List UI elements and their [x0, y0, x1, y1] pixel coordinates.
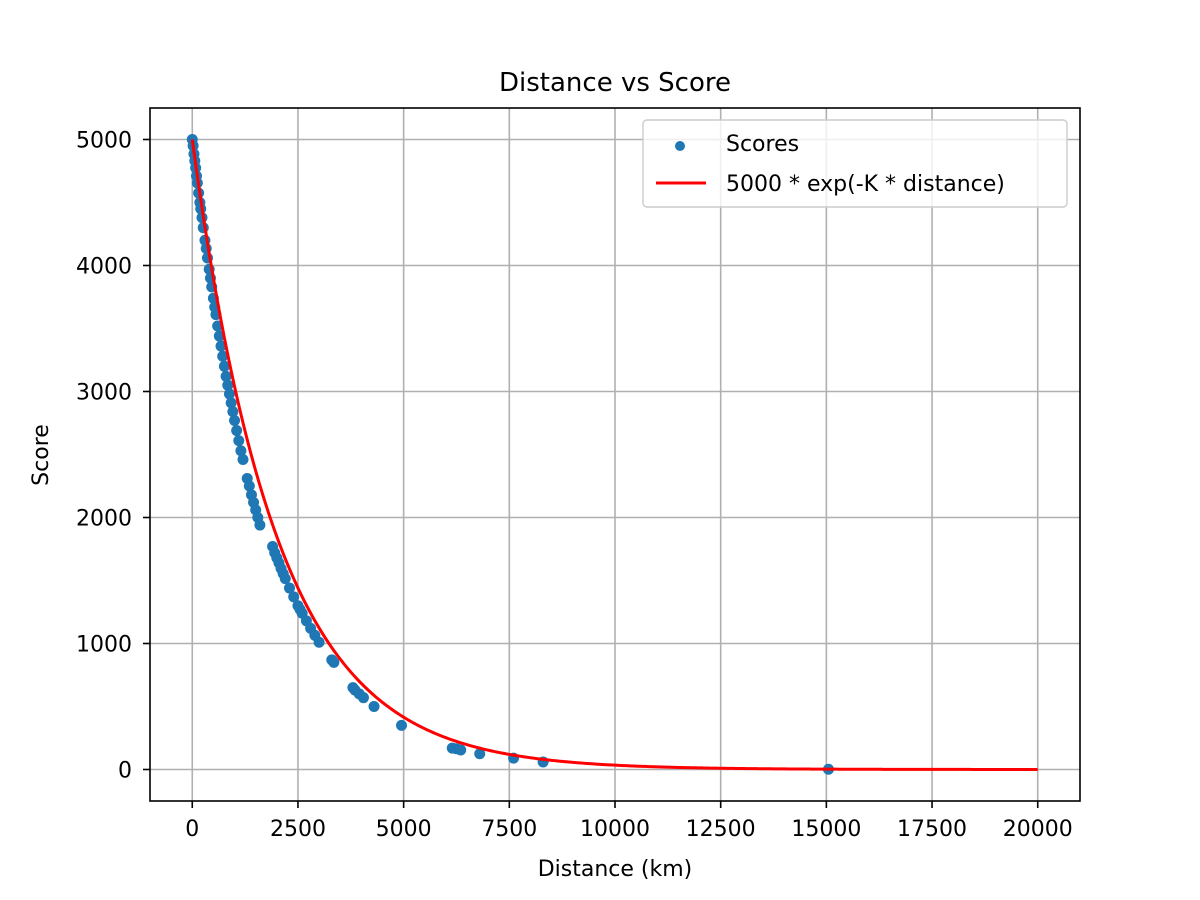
- x-tick-label: 10000: [580, 817, 650, 842]
- x-axis-label: Distance (km): [538, 857, 693, 882]
- y-tick-label: 5000: [76, 129, 132, 154]
- scatter-point: [222, 379, 234, 391]
- scatter-point: [229, 414, 241, 426]
- legend: Scores 5000 * exp(-K * distance): [642, 119, 1068, 208]
- y-tick-label: 0: [118, 759, 132, 784]
- scatter-point: [288, 591, 300, 603]
- legend-scatter-marker: [675, 141, 685, 151]
- scatter-point: [357, 692, 369, 704]
- scatter-point: [220, 370, 232, 382]
- scatter-point: [237, 454, 249, 466]
- scatter-point: [396, 719, 408, 731]
- chart-title: Distance vs Score: [499, 68, 731, 98]
- x-tick-label: 17500: [897, 817, 967, 842]
- legend-label-scores: Scores: [726, 132, 799, 157]
- plot-area: [186, 134, 1038, 775]
- fit-curve: [190, 139, 1038, 771]
- scatter-point: [235, 445, 247, 457]
- scatter-point: [217, 350, 229, 362]
- x-tick-label: 20000: [1003, 817, 1073, 842]
- scatter-point: [231, 425, 243, 437]
- x-tick-label: 7500: [481, 817, 537, 842]
- y-tick-label: 4000: [76, 255, 132, 280]
- y-axis-label: Score: [29, 424, 54, 486]
- y-tick-label: 3000: [76, 381, 132, 406]
- scatter-point: [279, 573, 291, 585]
- x-tick-label: 0: [185, 817, 199, 842]
- scatter-point: [223, 388, 235, 400]
- scatter-point: [313, 636, 325, 648]
- y-tick-label: 1000: [76, 633, 132, 658]
- x-tick-label: 15000: [791, 817, 861, 842]
- scatter-point: [218, 360, 230, 372]
- scatter-point: [328, 656, 340, 668]
- y-tick-label: 2000: [76, 507, 132, 532]
- scatter-point: [474, 748, 486, 760]
- x-tick-label: 2500: [270, 817, 326, 842]
- legend-label-fit: 5000 * exp(-K * distance): [726, 172, 1005, 197]
- scatter-point: [243, 480, 255, 492]
- legend-box: [642, 119, 1068, 208]
- scatter-point: [215, 340, 227, 352]
- x-tick-label: 12500: [686, 817, 756, 842]
- scatter-point: [225, 397, 237, 409]
- scatter-point: [284, 582, 295, 594]
- scatter-point: [227, 406, 239, 418]
- scatter-point: [233, 435, 245, 447]
- scatter-point: [254, 519, 266, 531]
- ticks: 0 2500 5000 7500 10000 12500 15000 17500 20000 0 1…: [76, 129, 1073, 843]
- x-tick-label: 5000: [376, 817, 432, 842]
- scatter-point: [455, 744, 467, 756]
- scatter-point: [368, 701, 380, 712]
